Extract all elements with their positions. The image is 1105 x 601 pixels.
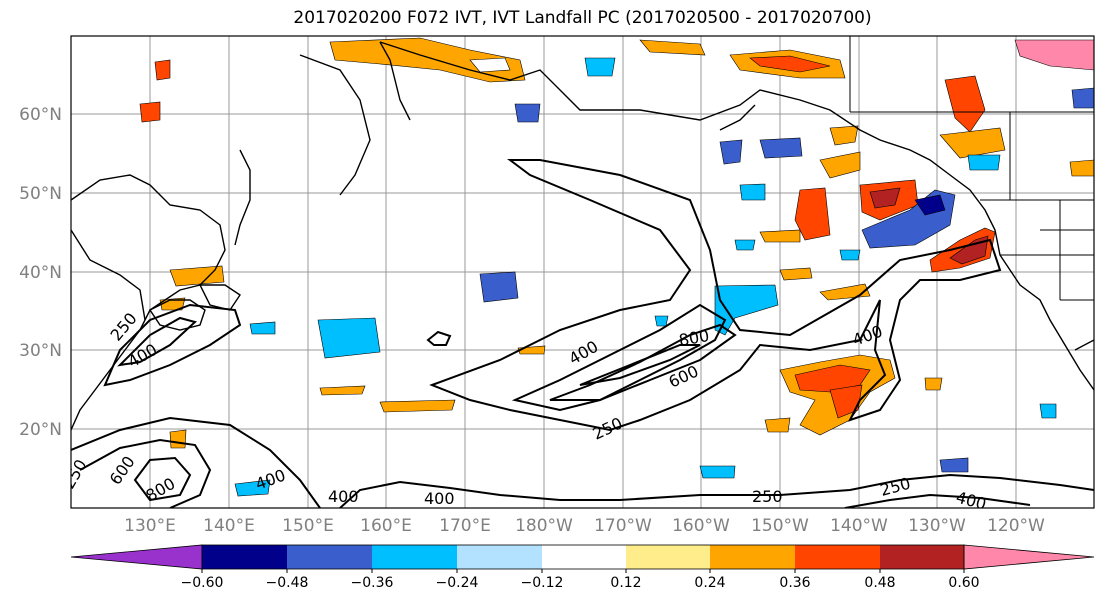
colorbar-swatch: [457, 545, 542, 569]
lon-label: 160°W: [672, 516, 730, 536]
colorbar-tick-label: 0.24: [694, 575, 725, 591]
colorbar-swatch: [542, 545, 626, 569]
colorbar-swatch: [710, 545, 795, 569]
lat-label: 40°N: [19, 263, 62, 283]
contour-label: 400: [954, 488, 988, 514]
positive-region: [169, 265, 225, 287]
negative-region: [759, 137, 803, 159]
colorbar-tick-label: −0.24: [436, 575, 479, 591]
lon-label: 130°E: [124, 516, 176, 536]
lon-label: 140°E: [203, 516, 255, 536]
gridlines: [71, 36, 1094, 508]
coastlines: [71, 41, 1094, 431]
lon-label: 150°W: [751, 516, 809, 536]
colorbar-swatch: [626, 545, 710, 569]
lon-label: 140°W: [830, 516, 888, 536]
lon-label: 170°W: [594, 516, 652, 536]
lat-label: 50°N: [19, 184, 62, 204]
lon-label: 180°W: [515, 516, 573, 536]
map-frame: [70, 35, 1095, 509]
borders: [849, 36, 1094, 301]
contour-label: 400: [328, 487, 359, 506]
lon-label: 160°E: [360, 516, 412, 536]
lon-label: 120°W: [987, 516, 1045, 536]
colorbar-tick-label: −0.36: [351, 575, 394, 591]
colorbar-tick-label: −0.48: [266, 575, 309, 591]
lon-label: 170°E: [439, 516, 491, 536]
colorbar-tick-label: 0.48: [864, 575, 895, 591]
negative-region: [317, 317, 381, 359]
map-title: 2017020200 F072 IVT, IVT Landfall PC (20…: [293, 8, 872, 28]
colorbar-extend-min: [70, 544, 203, 570]
latitude-labels: 60°N 50°N 40°N 30°N 20°N: [19, 105, 62, 440]
negative-region: [479, 271, 519, 303]
ivt-contours: [71, 159, 1094, 508]
colorbar-ticks: [201, 569, 965, 573]
negative-region: [714, 284, 779, 336]
lon-label: 130°W: [908, 516, 966, 536]
colorbar-tick-label: 0.12: [610, 575, 641, 591]
longitude-labels: 130°E 140°E 150°E 160°E 170°E 180°W 170°…: [124, 516, 1045, 536]
colorbar-tick-label: −0.12: [521, 575, 564, 591]
contour-label: 250: [752, 487, 783, 506]
lat-label: 20°N: [19, 420, 62, 440]
lon-label: 150°E: [282, 516, 334, 536]
colorbar-swatch: [880, 545, 964, 569]
lat-label: 60°N: [19, 105, 62, 125]
contour-label: 400: [424, 489, 455, 508]
lat-label: 30°N: [19, 341, 62, 361]
colorbar-extend-max: [963, 544, 1095, 570]
colorbar-swatch: [202, 545, 287, 569]
colorbar-tick-label: 0.60: [948, 575, 979, 591]
colorbar-swatch: [287, 545, 372, 569]
colorbar-tick-label: 0.36: [779, 575, 810, 591]
colorbar: −0.60 −0.48 −0.36 −0.24 −0.12 0.12 0.24 …: [70, 544, 1095, 591]
colorbar-swatch: [372, 545, 457, 569]
positive-region: [794, 187, 831, 241]
colorbar-tick-label: −0.60: [181, 575, 224, 591]
colorbar-swatch: [795, 545, 880, 569]
